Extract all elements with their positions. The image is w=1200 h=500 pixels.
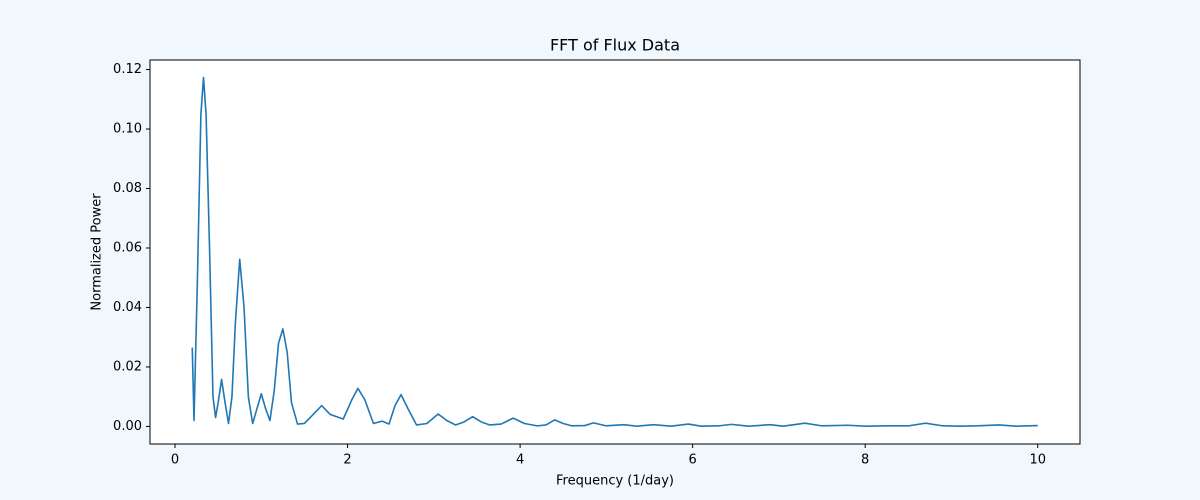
y-tick-label: 0.06 <box>113 240 142 255</box>
y-tick-label: 0.12 <box>113 62 142 77</box>
y-tick-label: 0.00 <box>113 419 142 434</box>
x-tick-label: 8 <box>861 453 869 468</box>
line-series <box>191 76 1038 427</box>
x-tick-label: 10 <box>1029 453 1046 468</box>
y-tick-label: 0.04 <box>113 300 142 315</box>
axes-frame <box>149 59 1081 445</box>
y-tick-label: 0.10 <box>113 122 142 137</box>
x-tick-label: 2 <box>343 453 351 468</box>
x-tick-label: 6 <box>689 453 697 468</box>
x-axis-label: Frequency (1/day) <box>556 474 674 489</box>
plot-area <box>150 60 1080 444</box>
y-tick-label: 0.08 <box>113 181 142 196</box>
y-tick-label: 0.02 <box>113 359 142 374</box>
y-axis-label: Normalized Power <box>90 193 105 311</box>
x-tick-label: 0 <box>171 453 179 468</box>
chart-title: FFT of Flux Data <box>550 36 680 55</box>
x-tick-label: 4 <box>516 453 524 468</box>
